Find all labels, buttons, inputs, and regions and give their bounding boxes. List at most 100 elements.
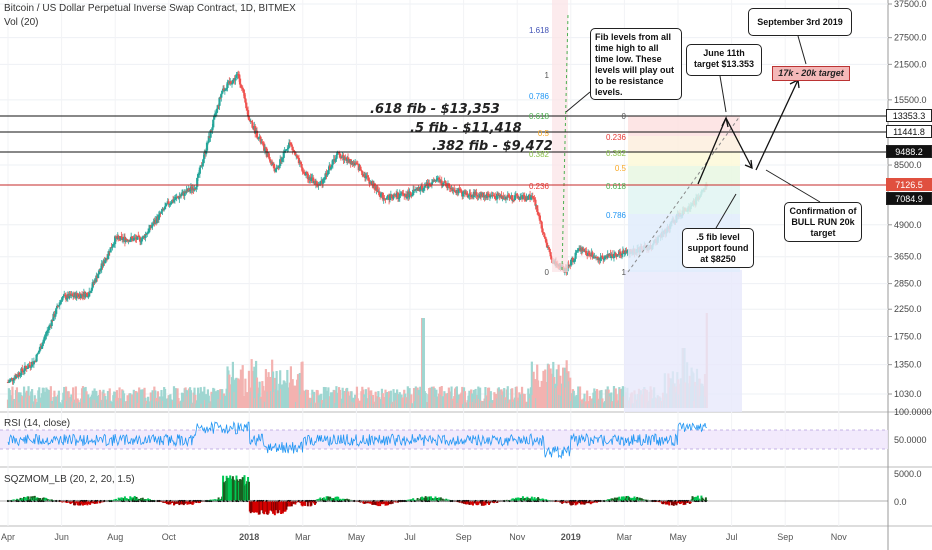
candle-body: [300, 164, 303, 168]
candle-body: [419, 187, 422, 192]
candle-body: [188, 188, 191, 192]
candle-body: [294, 152, 297, 156]
candle-body: [280, 158, 284, 162]
price-tick-label: 2850.0: [894, 279, 922, 289]
volume-bar: [577, 386, 580, 408]
volume-bar: [17, 392, 20, 408]
volume-bar: [474, 388, 477, 408]
candle-body: [331, 159, 334, 165]
candle-body: [246, 110, 250, 117]
fib-382-annotation: .382 fib - $9,472: [432, 139, 553, 154]
candle-body: [179, 196, 182, 198]
time-axis-label: 2018: [239, 532, 259, 542]
candle-body: [139, 241, 143, 243]
candle-body: [623, 253, 626, 255]
sqz-bar: [47, 499, 50, 501]
candle-body: [440, 180, 443, 186]
sqz-bar: [705, 500, 708, 501]
candle-body: [264, 148, 268, 150]
candle-body: [619, 251, 622, 255]
sqz-bar: [673, 501, 676, 505]
volume-bar: [156, 391, 160, 408]
candle-body: [47, 326, 51, 330]
candle-body: [202, 158, 205, 164]
price-tick-label: 15500.0: [894, 95, 927, 105]
candle-body: [196, 174, 200, 178]
candle-body: [397, 197, 400, 199]
volume-bar: [74, 386, 77, 408]
candle-body: [257, 137, 260, 139]
sqz-bar: [638, 497, 641, 501]
volume-bar: [333, 390, 336, 408]
sqz-bar: [471, 501, 474, 506]
volume-bar: [355, 386, 359, 408]
callout-confirmation: Confirmation of BULL RUN 20k target: [784, 202, 862, 242]
candle-body: [124, 239, 127, 242]
candle-body: [80, 293, 83, 299]
volume-bar: [534, 379, 537, 408]
price-tag: 7126.5: [886, 178, 932, 191]
candle-body: [262, 142, 265, 144]
candle-body: [364, 176, 367, 178]
candle-body: [147, 232, 150, 234]
candle-body: [165, 203, 168, 205]
candle-body: [453, 189, 456, 191]
candle-body: [335, 154, 338, 160]
volume-bar: [408, 388, 411, 408]
candle-body: [503, 198, 507, 200]
candle-body: [201, 163, 204, 166]
sqz-bar: [477, 501, 480, 505]
candle-body: [24, 365, 27, 368]
sqz-bar: [484, 501, 487, 506]
candle-body: [538, 215, 541, 221]
candle-body: [20, 368, 23, 376]
candle-body: [481, 193, 484, 198]
candle-body: [373, 183, 376, 190]
candle-body: [271, 161, 274, 165]
sqz-bar: [377, 501, 380, 507]
candle-body: [243, 92, 246, 99]
volume-bar: [378, 397, 381, 408]
fib-projection-band: [628, 185, 740, 214]
sqz-bar: [438, 497, 441, 501]
candle-body: [216, 105, 219, 109]
candle-body: [346, 157, 350, 160]
candle-body: [87, 296, 90, 298]
volume-bar: [477, 386, 480, 408]
volume-bar: [583, 393, 586, 408]
sqz-bar: [27, 496, 30, 501]
candle-body: [457, 188, 460, 194]
candle-body: [362, 175, 365, 177]
time-axis-label: May: [669, 532, 687, 542]
candle-body: [405, 196, 409, 198]
price-tag: 13353.3: [886, 109, 932, 122]
volume-bar: [271, 371, 275, 408]
fib-5-annotation: .5 fib - $11,418: [410, 121, 522, 136]
candle-body: [330, 164, 334, 168]
candle-body: [392, 194, 395, 199]
candle-body: [172, 199, 176, 202]
sqz-bar: [636, 496, 639, 501]
volume-bar: [301, 361, 304, 408]
volume-bar: [601, 398, 604, 408]
volume-bar: [303, 390, 306, 408]
candle-body: [113, 236, 117, 245]
sqz-bar: [668, 501, 671, 506]
candle-body: [111, 246, 114, 248]
volume-bar: [371, 394, 375, 408]
time-axis-label: Oct: [162, 532, 177, 542]
candle-body: [72, 295, 75, 297]
candle-body: [469, 193, 472, 196]
candle-body: [167, 201, 170, 205]
candle-body: [242, 89, 245, 93]
candle-body: [122, 238, 125, 240]
volume-bar: [470, 393, 474, 408]
sqz-bar: [396, 501, 399, 503]
sqz-bar: [565, 501, 568, 504]
sqz-bar: [178, 501, 181, 506]
candle-body: [521, 194, 525, 199]
volume-bar: [216, 390, 219, 408]
sqz-bar: [125, 498, 128, 501]
